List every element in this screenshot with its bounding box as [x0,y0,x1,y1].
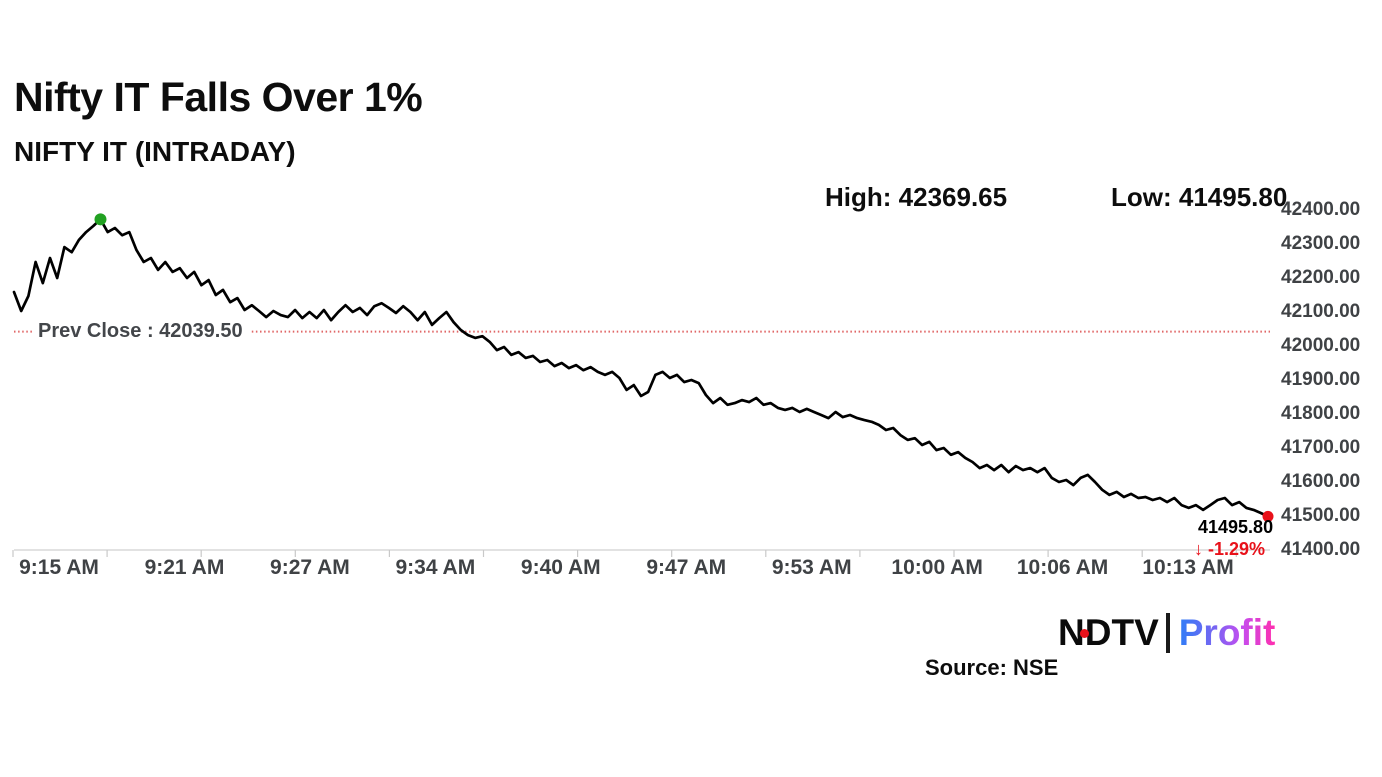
ndtv-wordmark: N D TV [1058,612,1159,654]
y-axis-label: 41600.00 [1281,471,1361,492]
ndtv-letter-d-glyph: D [1084,612,1112,653]
y-axis-label: 42200.00 [1281,267,1361,288]
high-value-label: High: 42369.65 [825,182,1008,212]
x-axis-label: 9:27 AM [270,556,350,579]
y-axis-label: 42100.00 [1281,301,1361,322]
x-axis-label: 9:47 AM [646,556,727,579]
y-axis-label: 41400.00 [1281,539,1361,560]
last-price-dot [1262,510,1274,522]
x-axis-label: 10:00 AM [891,556,983,579]
prev-close-label: Prev Close : 42039.50 [33,320,251,345]
x-axis-label: 9:15 AM [19,556,99,579]
source-label: Source: NSE [925,655,1059,680]
ndtv-letters-tv: TV [1111,612,1159,653]
x-axis-label: 9:21 AM [144,556,225,579]
low-value-label: Low: 41495.80 [1111,182,1288,212]
ndtv-letter-d: D [1079,612,1112,654]
x-axis-label: 9:40 AM [520,556,601,579]
y-axis-label: 41800.00 [1281,403,1361,424]
chart-subtitle: NIFTY IT (INTRADAY) [14,136,296,167]
y-axis-label: 41900.00 [1281,369,1361,390]
x-axis-label: 9:34 AM [395,556,476,579]
ndtv-red-dot-icon [1079,629,1089,638]
ndtv-profit-logo: N D TV Profit [1058,612,1275,654]
y-axis-label: 42300.00 [1281,233,1361,254]
chart-headline: Nifty IT Falls Over 1% [14,74,423,120]
y-axis-label: 41700.00 [1281,437,1361,458]
y-axis-label: 41500.00 [1281,505,1361,526]
logo-separator [1165,613,1170,653]
high-marker-dot [94,213,107,226]
y-axis-label: 42000.00 [1281,335,1361,356]
x-axis-label: 9:53 AM [771,556,852,579]
x-axis-label: 10:13 AM [1142,556,1234,579]
profit-wordmark: Profit [1178,612,1276,653]
y-axis-label: 42400.00 [1281,199,1361,220]
last-price-label: 41495.80 [1198,517,1274,537]
change-percent-label: ↓ -1.29% [1194,539,1266,559]
x-axis-label: 10:06 AM [1016,556,1109,579]
price-line [12,217,1270,518]
